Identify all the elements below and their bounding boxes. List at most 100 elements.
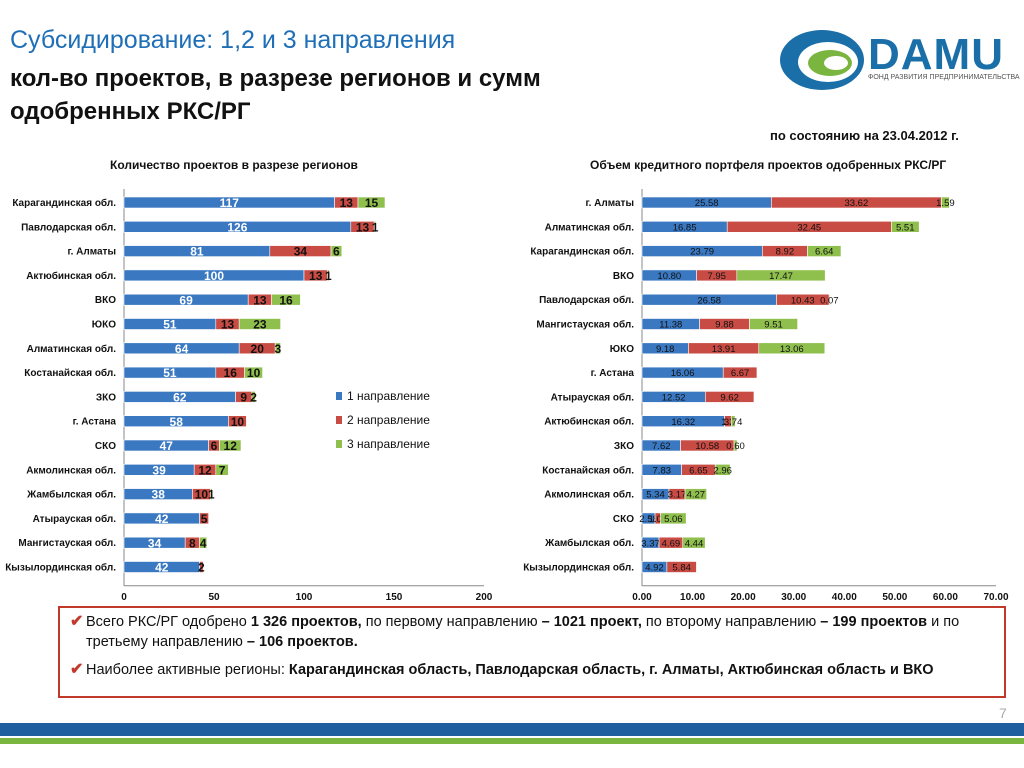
- data-label: 3.17: [668, 490, 687, 501]
- page-subtitle: кол-во проектов, в разрезе регионов и су…: [10, 65, 541, 125]
- bar-segment: [941, 196, 950, 209]
- category-label: Жамбылская обл.: [544, 537, 634, 549]
- data-label: 100: [204, 269, 224, 283]
- bar-segment: [666, 561, 697, 573]
- category-label: Алматинская обл.: [27, 343, 117, 355]
- data-label: 15: [365, 196, 379, 210]
- data-label: 13: [253, 293, 267, 307]
- x-tick-label: 10.00: [680, 592, 705, 600]
- x-tick-label: 100: [296, 592, 313, 600]
- bar-segment: [271, 293, 301, 306]
- data-label: 47: [160, 439, 174, 453]
- data-label: 2: [198, 561, 205, 575]
- category-label: Атырауская обл.: [33, 513, 117, 525]
- category-label: г. Алматы: [585, 198, 634, 209]
- data-label: 1: [208, 488, 215, 502]
- summary-dir1: – 1021 проект,: [541, 614, 642, 630]
- data-label: 10: [247, 366, 261, 380]
- portfolio-volume-chart: 0.00 10.00 20.00 30.00 40.00 50.00 60.00 70.00 г…: [523, 189, 1009, 600]
- data-label: 126: [227, 220, 247, 234]
- bar-segment: [251, 391, 256, 403]
- category-label: ЮКО: [92, 320, 116, 331]
- category-label: ЗКО: [96, 392, 116, 403]
- category-label: Акмолинская обл.: [544, 489, 634, 501]
- bar-segment: [722, 366, 758, 379]
- data-label: 4.27: [687, 490, 706, 501]
- bar-segment: [228, 415, 247, 427]
- data-label: 12: [224, 439, 238, 453]
- data-label: 5: [201, 512, 208, 526]
- category-label: Павлодарская обл.: [21, 221, 116, 233]
- data-label: 6: [211, 439, 218, 453]
- legend-swatch: [336, 416, 342, 424]
- category-label: Мангистауская обл.: [18, 537, 116, 549]
- bar-segment: [357, 196, 386, 209]
- left-chart-title: Количество проектов в разрезе регионов: [110, 158, 358, 172]
- data-label: 9.51: [764, 320, 783, 331]
- data-label: 10.80: [657, 271, 681, 282]
- summary-regions: Карагандинская область, Павлодарская обл…: [288, 662, 934, 678]
- x-tick-label: 0.00: [632, 592, 652, 600]
- data-label: 81: [190, 245, 204, 259]
- data-label: 4.69: [662, 538, 681, 549]
- data-label: 34: [148, 536, 162, 550]
- data-label: 51: [163, 366, 177, 380]
- data-label: 2.96: [713, 465, 732, 476]
- right-chart-title: Объем кредитного портфеля проектов одобр…: [590, 158, 947, 172]
- data-label: 10: [231, 415, 245, 429]
- legend-label: 1 направление: [347, 389, 430, 403]
- data-label: 117: [220, 196, 240, 210]
- x-tick-label: 150: [386, 592, 403, 600]
- data-label: 42: [155, 512, 169, 526]
- data-label: 23: [253, 318, 267, 332]
- data-label: 38: [152, 488, 166, 502]
- bar-segment: [274, 342, 281, 355]
- page-title: Субсидирование: 1,2 и 3 направления: [10, 26, 456, 54]
- category-label: Кызылординская обл.: [5, 562, 116, 574]
- logo-wordmark: DAMU: [868, 30, 1004, 79]
- bar-segment: [199, 512, 209, 525]
- data-label: 6.65: [689, 465, 708, 476]
- data-label: 1.09: [649, 514, 668, 525]
- data-label: 34: [294, 245, 308, 259]
- bar-segment: [828, 293, 831, 306]
- bar-segment: [705, 391, 755, 403]
- bar-segment: [330, 245, 343, 257]
- data-label: 64: [175, 342, 189, 356]
- summary-dir2: – 199 проектов: [820, 614, 928, 630]
- data-label: 17.47: [769, 271, 793, 282]
- data-label: 6.64: [815, 247, 834, 258]
- summary-text: Наиболее активные регионы:: [86, 662, 289, 678]
- bar-segment: [199, 536, 208, 549]
- category-label: Костанайская обл.: [542, 464, 634, 476]
- bar-segment: [210, 488, 213, 500]
- x-tick-label: 40.00: [832, 592, 857, 600]
- data-label: 13: [309, 269, 323, 283]
- data-label: 16.85: [673, 222, 697, 233]
- data-label: 16.32: [671, 417, 695, 428]
- category-label: Жамбылская обл.: [26, 489, 116, 501]
- category-label: г. Астана: [591, 368, 635, 379]
- summary-text: Всего РКС/РГ одобрено: [86, 614, 251, 630]
- data-label: 39: [152, 463, 166, 477]
- data-label: 13: [356, 220, 370, 234]
- category-label: г. Алматы: [67, 247, 116, 258]
- logo-swirl-icon: [780, 30, 864, 90]
- bar-segment: [807, 245, 842, 257]
- data-label: 5.06: [664, 514, 683, 525]
- data-label: 3: [275, 342, 282, 356]
- category-label: г. Астана: [73, 417, 117, 428]
- summary-text: по второму направлению: [641, 614, 821, 630]
- bar-segment: [327, 269, 330, 282]
- data-label: 8.92: [776, 247, 795, 258]
- checkmark-icon: ✔: [70, 661, 84, 678]
- data-label: 4.92: [645, 563, 664, 574]
- data-label: 7.62: [652, 441, 671, 452]
- data-label: 16: [224, 366, 238, 380]
- data-label: 13.06: [780, 344, 804, 355]
- data-label: 7: [219, 463, 226, 477]
- data-label: 9: [240, 390, 247, 404]
- data-label: 10: [195, 488, 209, 502]
- summary-bullet-totals: ✔ Всего РКС/РГ одобрено 1 326 проектов, …: [70, 612, 994, 652]
